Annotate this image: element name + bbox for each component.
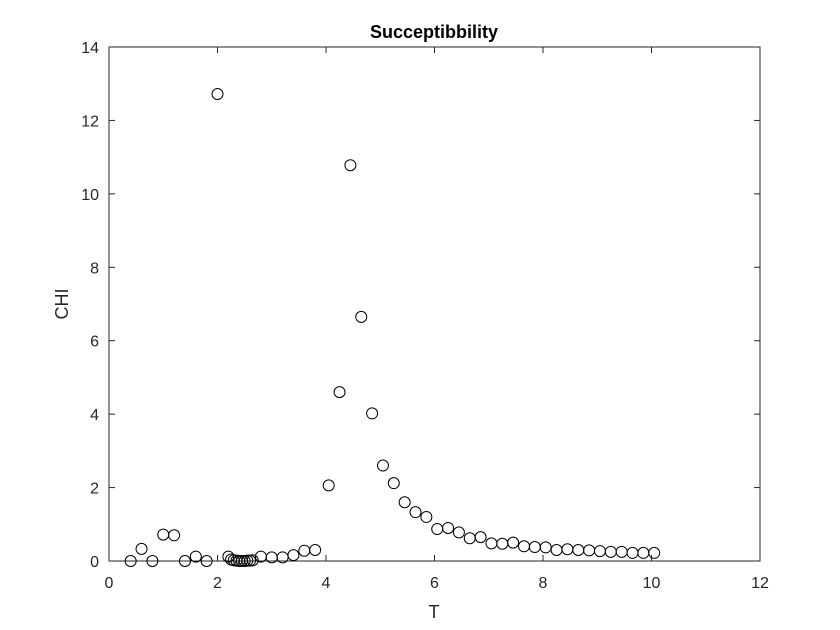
- x-tick-label: 4: [322, 575, 331, 592]
- data-point: [615, 545, 628, 558]
- data-point: [387, 477, 400, 490]
- plot-frame: [108, 46, 761, 562]
- data-point: [583, 544, 596, 557]
- data-point: [398, 496, 411, 509]
- data-point: [507, 536, 520, 549]
- x-tick-label: 12: [751, 575, 769, 592]
- x-tick-label: 2: [213, 575, 222, 592]
- data-points-layer: [124, 87, 661, 567]
- x-axis-title: T: [429, 602, 440, 622]
- data-point: [200, 555, 213, 567]
- data-point: [366, 407, 379, 420]
- y-tick-label: 6: [90, 334, 99, 351]
- data-point: [463, 532, 476, 545]
- data-point: [189, 550, 202, 563]
- y-tick-label: 4: [90, 407, 99, 424]
- data-point: [246, 554, 259, 567]
- data-point: [604, 545, 617, 558]
- data-point: [146, 555, 159, 567]
- data-point: [572, 543, 585, 556]
- axes-layer: 0 2 4 6 8 10 12 0 2 4 6 8 10 12 14: [81, 40, 769, 592]
- data-point: [355, 310, 368, 323]
- y-tick-label: 14: [81, 40, 99, 57]
- chart-title: Succeptibbility: [370, 22, 498, 42]
- data-point: [333, 386, 346, 399]
- data-point: [452, 526, 465, 539]
- data-point: [287, 549, 300, 562]
- data-point: [593, 545, 606, 558]
- y-tick-label: 0: [90, 554, 99, 571]
- data-point: [135, 542, 148, 555]
- data-point: [431, 523, 444, 536]
- y-axis-title: CHI: [52, 289, 72, 320]
- y-tick-label: 2: [90, 481, 99, 498]
- data-point: [442, 521, 455, 534]
- data-point: [309, 543, 322, 556]
- data-point: [211, 87, 224, 100]
- data-point: [124, 555, 137, 567]
- x-tick-label: 0: [105, 575, 114, 592]
- data-point: [474, 531, 487, 544]
- data-point: [157, 528, 170, 541]
- data-point: [539, 541, 552, 554]
- data-point: [550, 543, 563, 556]
- data-point: [485, 537, 498, 550]
- data-point: [376, 459, 389, 472]
- data-point: [409, 506, 422, 519]
- x-tick-label: 10: [643, 575, 661, 592]
- x-tick-label: 6: [430, 575, 439, 592]
- data-point: [496, 537, 509, 550]
- data-point: [168, 529, 181, 542]
- data-point: [626, 546, 639, 559]
- data-point: [528, 541, 541, 554]
- data-point: [518, 540, 531, 553]
- data-point: [178, 555, 191, 567]
- data-point: [241, 554, 254, 567]
- data-point: [298, 544, 311, 557]
- x-tick-label: 8: [539, 575, 548, 592]
- data-point: [344, 159, 357, 172]
- y-tick-label: 8: [90, 260, 99, 277]
- y-tick-label: 10: [81, 187, 99, 204]
- y-tick-label: 12: [81, 113, 99, 130]
- data-point: [637, 546, 650, 559]
- data-point: [322, 479, 335, 492]
- data-point: [420, 510, 433, 523]
- data-point: [561, 543, 574, 556]
- data-point: [648, 546, 661, 559]
